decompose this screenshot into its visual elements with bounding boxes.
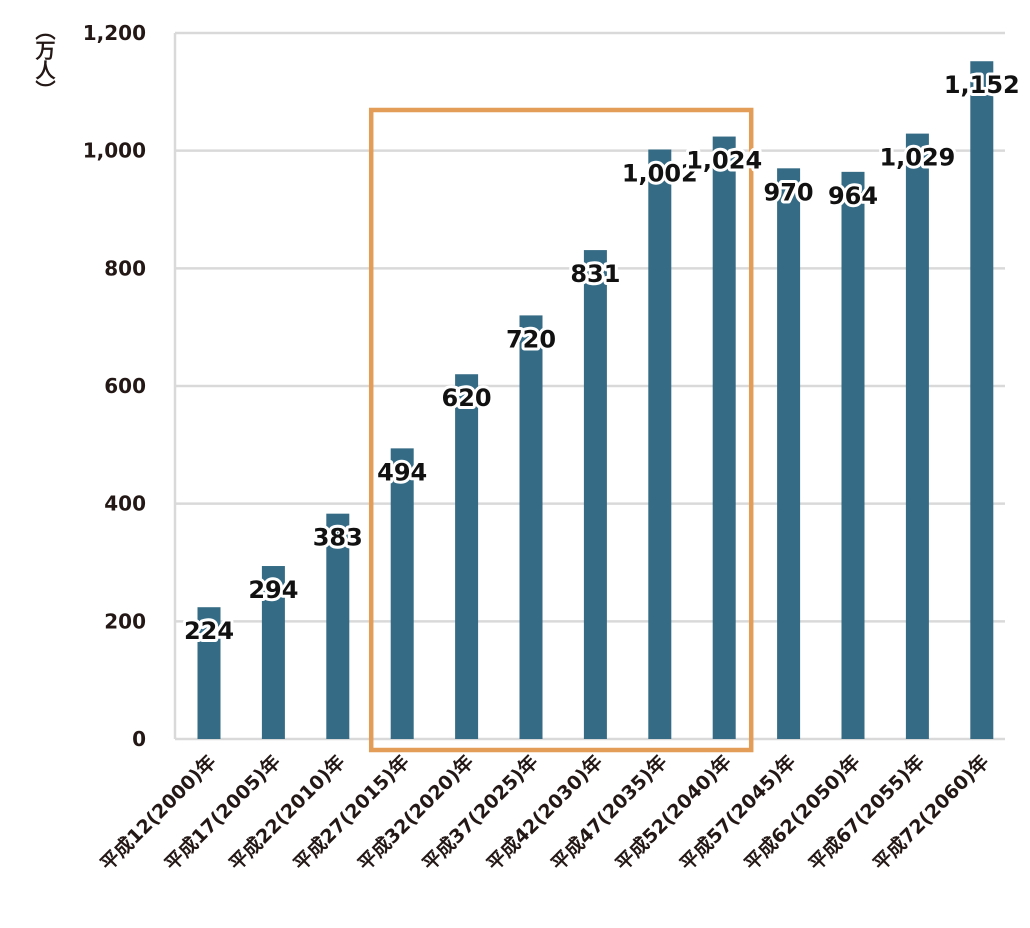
- data-label: 1,029: [879, 144, 955, 172]
- x-tick-label: 平成42(2030)年: [482, 750, 607, 875]
- x-tick-label: 平成67(2055)年: [804, 750, 929, 875]
- data-label: 620: [442, 384, 492, 412]
- y-tick-label: 0: [132, 727, 146, 751]
- data-label: 494: [377, 458, 427, 486]
- bar: [648, 149, 672, 740]
- y-tick-label: 400: [104, 492, 146, 516]
- x-tick-label: 平成62(2050)年: [740, 750, 865, 875]
- x-axis: 平成12(2000)年平成17(2005)年平成22(2010)年平成27(20…: [96, 750, 994, 875]
- data-label: 224: [184, 617, 234, 645]
- data-label: 970: [764, 178, 814, 206]
- bar: [326, 513, 350, 739]
- data-label: 720: [506, 325, 556, 353]
- y-tick-label: 1,200: [83, 21, 146, 45]
- bar: [261, 566, 285, 739]
- x-tick-label: 平成52(2040)年: [611, 750, 736, 875]
- bar: [712, 136, 736, 740]
- x-tick-label: 平成72(2060)年: [868, 750, 993, 875]
- highlight-box: [368, 107, 754, 753]
- x-tick-label: 平成57(2045)年: [675, 750, 800, 875]
- data-label: 964: [828, 182, 878, 210]
- x-tick-label: 平成37(2025)年: [418, 750, 543, 875]
- bar: [390, 448, 414, 739]
- y-tick-label: 600: [104, 374, 146, 398]
- bar: [905, 133, 929, 740]
- y-axis: 0 200 400 600 800 1,000 1,200: [83, 21, 177, 751]
- y-tick-label: 1,000: [83, 139, 146, 163]
- x-tick-label: 平成12(2000)年: [96, 750, 221, 875]
- bar: [970, 61, 994, 740]
- y-axis-unit-label: （万人）: [32, 20, 56, 100]
- bars: [197, 61, 994, 740]
- data-label: 831: [570, 260, 620, 288]
- bar: [583, 250, 607, 739]
- x-tick-label: 平成47(2035)年: [546, 750, 671, 875]
- x-tick-label: 平成32(2020)年: [353, 750, 478, 875]
- data-label: 1,002: [622, 159, 698, 187]
- y-tick-label: 800: [104, 256, 146, 280]
- data-label: 294: [248, 576, 298, 604]
- bar: [519, 315, 543, 739]
- highlight-box-group: [368, 107, 754, 753]
- data-label: 383: [313, 524, 363, 552]
- x-tick-label: 平成27(2015)年: [289, 750, 414, 875]
- data-label: 1,152: [944, 71, 1020, 99]
- data-label: 1,024: [686, 147, 762, 175]
- bar: [841, 171, 865, 739]
- bar: [777, 168, 801, 740]
- bar: [455, 374, 479, 739]
- bar: [197, 607, 221, 739]
- y-tick-label: 200: [104, 609, 146, 633]
- x-tick-label: 平成17(2005)年: [160, 750, 285, 875]
- x-tick-label: 平成22(2010)年: [224, 750, 349, 875]
